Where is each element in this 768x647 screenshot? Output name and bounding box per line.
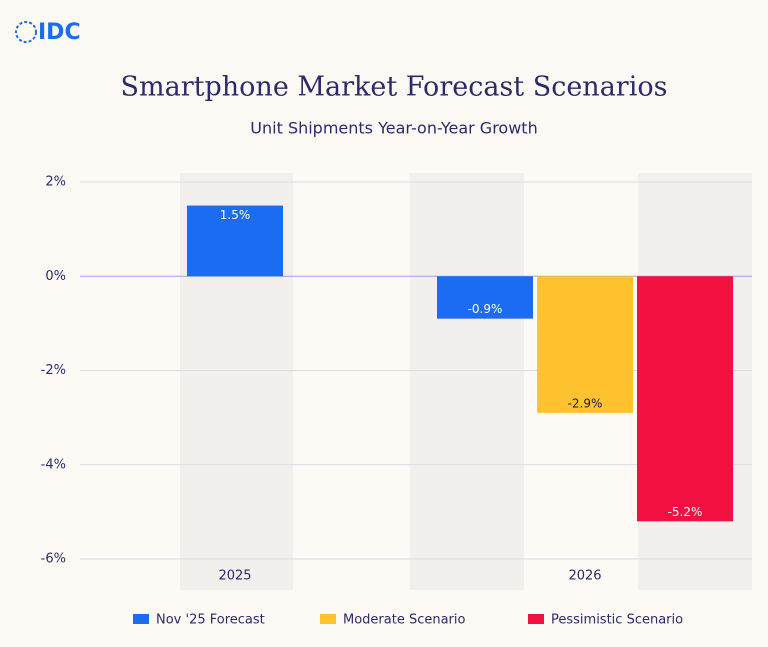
bar: [537, 276, 633, 413]
y-tick-label: 2%: [45, 175, 66, 190]
bar: [187, 205, 283, 277]
legend-swatch: [320, 614, 336, 624]
value-label: -2.9%: [568, 396, 603, 410]
x-tick-label: 2025: [218, 569, 251, 584]
bar: [637, 276, 733, 522]
y-tick-label: 0%: [45, 269, 66, 284]
value-label: 1.5%: [220, 208, 251, 222]
y-tick-label: -2%: [41, 363, 66, 378]
y-tick-label: -6%: [41, 552, 66, 567]
bar: [437, 276, 533, 319]
value-label: -5.2%: [668, 505, 703, 519]
legend-label: Nov '25 Forecast: [156, 613, 265, 628]
band: [410, 173, 524, 590]
logo-icon: [15, 21, 37, 43]
chart-title: Smartphone Market Forecast Scenarios: [121, 72, 668, 103]
logo: IDC: [15, 20, 81, 45]
value-label: -0.9%: [468, 302, 503, 316]
logo-text: IDC: [38, 20, 81, 45]
chart-subtitle: Unit Shipments Year-on-Year Growth: [250, 119, 537, 138]
y-tick-label: -4%: [41, 457, 66, 472]
x-tick-label: 2026: [568, 569, 601, 584]
legend-swatch: [528, 614, 544, 624]
legend-swatch: [133, 614, 149, 624]
legend-label: Moderate Scenario: [343, 613, 466, 628]
legend-label: Pessimistic Scenario: [551, 613, 683, 628]
